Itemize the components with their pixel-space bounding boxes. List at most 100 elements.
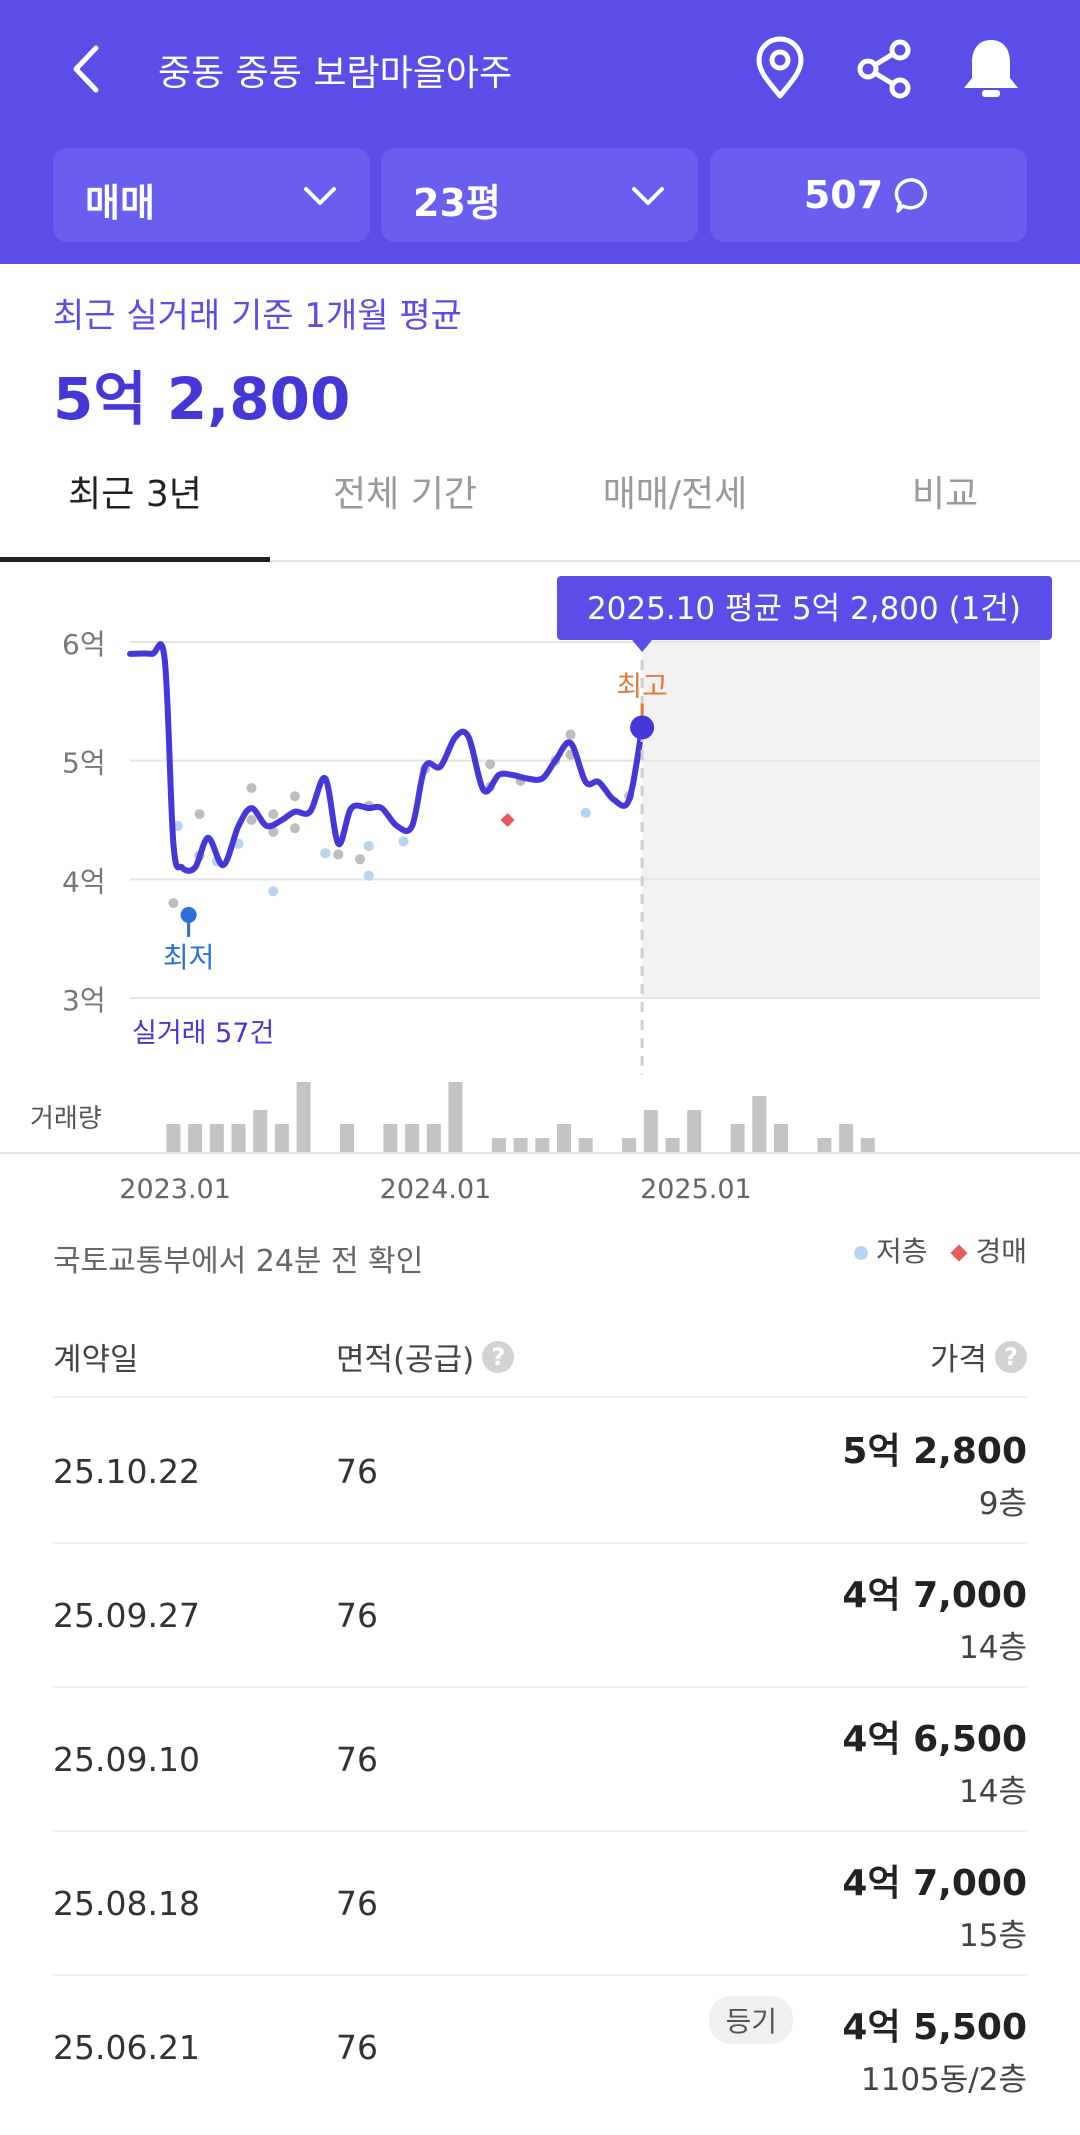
tab-sale-jeonse[interactable]: 매매/전세 — [540, 460, 810, 560]
notification-button[interactable] — [958, 34, 1024, 104]
low-floor-point — [363, 870, 374, 881]
row-price: 4억 7,000 — [842, 1575, 1027, 1616]
trade-point — [289, 791, 300, 802]
trade-point — [168, 898, 179, 909]
legend-auction: 경매 — [950, 1230, 1027, 1270]
row-area: 76 — [336, 2028, 378, 2067]
legend-low-floor: 저층 — [853, 1230, 927, 1270]
highest-label: 최고 — [616, 669, 668, 702]
volume-bar — [188, 1124, 203, 1152]
trades-table-header: 계약일 면적(공급) ? 가격 ? — [53, 1330, 1027, 1398]
highest-point — [630, 715, 655, 740]
volume-bar — [665, 1138, 680, 1152]
price-line — [127, 641, 646, 874]
map-pin-icon — [756, 36, 804, 99]
filter-bar: 매매 23평 507 — [0, 148, 1080, 244]
low-floor-point — [268, 886, 279, 897]
back-button[interactable] — [60, 36, 120, 102]
data-source-note: 국토교통부에서 24분 전 확인 — [53, 1244, 424, 1279]
volume-bar — [557, 1124, 571, 1152]
volume-bar — [752, 1096, 767, 1152]
row-price: 5억 2,800 — [842, 1431, 1027, 1472]
auction-point — [500, 813, 515, 827]
row-floor: 9층 — [978, 1486, 1027, 1522]
table-row[interactable]: 25.08.18 76 4억 7,000 15층 — [53, 1832, 1027, 1976]
x-tick-label: 2025.01 — [640, 1174, 752, 1205]
table-row[interactable]: 25.09.10 76 4억 6,500 14층 — [53, 1688, 1027, 1832]
trade-point — [289, 823, 300, 834]
trade-type-select[interactable]: 매매 — [53, 148, 370, 242]
volume-bar — [535, 1138, 550, 1152]
tab-active-indicator — [0, 557, 270, 562]
tab-compare[interactable]: 비교 — [810, 460, 1080, 560]
table-row[interactable]: 25.09.27 76 4억 7,000 14층 — [53, 1544, 1027, 1688]
volume-bar — [622, 1138, 637, 1152]
tooltip-box — [557, 576, 1052, 640]
trade-point — [246, 782, 257, 793]
row-area: 76 — [336, 1452, 378, 1491]
highlight-range — [642, 632, 1040, 998]
speech-bubble-icon — [894, 178, 928, 213]
volume-bar — [166, 1124, 181, 1152]
header-date: 계약일 — [53, 1342, 139, 1378]
volume-bar — [405, 1124, 420, 1152]
share-button[interactable] — [852, 34, 918, 104]
chevron-down-icon — [304, 187, 336, 205]
volume-bar — [643, 1110, 658, 1152]
app-header: 중동 중동 보람마을아주 매매 — [0, 0, 1080, 264]
trade-point — [246, 815, 257, 825]
tab-label: 전체 기간 — [333, 474, 477, 515]
volume-bar — [578, 1138, 593, 1152]
tab-all-period[interactable]: 전체 기간 — [270, 460, 540, 560]
chevron-down-icon — [632, 187, 664, 205]
table-row[interactable]: 25.10.22 76 5억 2,800 9층 — [53, 1400, 1027, 1544]
bell-icon — [964, 40, 1018, 97]
row-floor: 14층 — [959, 1630, 1027, 1666]
trade-point — [333, 849, 344, 860]
volume-bar — [687, 1110, 702, 1152]
tab-recent-3y[interactable]: 최근 3년 — [0, 460, 270, 562]
volume-bar — [296, 1082, 311, 1152]
low-floor-point — [398, 836, 409, 847]
size-select[interactable]: 23평 — [381, 148, 698, 242]
tab-label: 비교 — [911, 474, 979, 515]
price-chart[interactable]: 3억 4억 5억 6억 최고 최저 2025.10 평균 5억 2,800 (1건) 실거래 … — [0, 570, 1080, 1210]
row-price: 4억 5,500 — [842, 2007, 1027, 2048]
comments-button[interactable]: 507 — [710, 148, 1027, 242]
volume-bar — [817, 1138, 832, 1152]
table-row[interactable]: 25.06.21 76 등기 4억 5,500 1105동/2층 — [53, 1976, 1027, 2120]
comment-count: 507 — [803, 173, 884, 217]
map-button[interactable] — [747, 34, 813, 104]
volume-label: 거래량 — [30, 1104, 102, 1134]
volume-bar — [448, 1082, 463, 1152]
row-area: 76 — [336, 1884, 378, 1923]
low-floor-point — [320, 848, 331, 859]
low-floor-point — [580, 807, 591, 818]
page-title: 중동 중동 보람마을아주 — [158, 53, 513, 94]
tooltip-pointer — [632, 640, 653, 652]
volume-bar — [839, 1124, 854, 1152]
size-label: 23평 — [413, 181, 501, 225]
header-area: 면적(공급) ? — [336, 1334, 515, 1379]
help-icon[interactable]: ? — [995, 1340, 1027, 1373]
row-date: 25.10.22 — [53, 1452, 200, 1491]
row-date: 25.09.10 — [53, 1740, 200, 1779]
volume-bar — [730, 1124, 745, 1152]
trade-type-label: 매매 — [85, 181, 155, 225]
volume-bar — [209, 1124, 224, 1152]
y-tick-label: 4억 — [62, 865, 106, 898]
help-icon[interactable]: ? — [482, 1340, 515, 1373]
row-date: 25.08.18 — [53, 1884, 200, 1923]
row-floor: 14층 — [959, 1774, 1027, 1810]
volume-bar — [860, 1138, 875, 1152]
chevron-left-icon — [73, 45, 99, 93]
row-area: 76 — [336, 1740, 378, 1779]
trade-count-label: 실거래 57건 — [132, 1018, 274, 1049]
share-icon — [857, 39, 911, 99]
y-tick-label: 6억 — [62, 628, 106, 661]
trade-point — [194, 809, 205, 820]
low-floor-point — [363, 841, 374, 852]
row-floor: 15층 — [959, 1918, 1027, 1954]
registered-badge: 등기 — [709, 1996, 793, 2044]
